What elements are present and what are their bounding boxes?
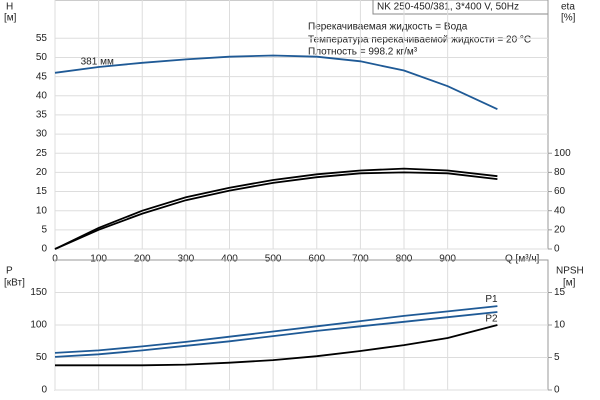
x-tick-label: 100 [90, 254, 107, 265]
annotation: Температура перекачиваемой жидкости = 20… [308, 35, 531, 46]
y-tick-label: 25 [36, 148, 48, 159]
x-tick-label: 0 [52, 254, 58, 265]
x-tick-label: 500 [265, 254, 282, 265]
y-tick-label: 50 [36, 352, 48, 363]
y-label: P [6, 266, 13, 277]
y-tick-label: 150 [30, 287, 47, 298]
x-tick-label: 400 [221, 254, 238, 265]
y-tick-label: 10 [36, 205, 48, 216]
y2-label: [%] [561, 13, 576, 24]
series-label: P1 [485, 294, 498, 305]
y2-tick-label: 10 [554, 320, 566, 331]
y2-tick-label: 80 [554, 167, 566, 178]
series-line [54, 305, 498, 354]
y2-label: eta [561, 2, 575, 13]
y-tick-label: 55 [36, 33, 48, 44]
y-tick-label: 35 [36, 110, 48, 121]
y-tick-label: 0 [41, 385, 47, 396]
y2-tick-label: 40 [554, 205, 566, 216]
y2-label: [м] [563, 278, 576, 289]
y-label: [м] [4, 13, 17, 24]
series-line [55, 324, 498, 367]
series-line [54, 54, 498, 111]
y-label: [кВт] [4, 278, 25, 289]
series-line [54, 311, 498, 358]
y2-tick-label: 0 [554, 385, 560, 396]
y-tick-label: 50 [36, 52, 48, 63]
y-tick-label: 20 [36, 167, 48, 178]
series-line [54, 171, 498, 250]
x-label: Q [м³/ч] [505, 254, 540, 265]
y2-tick-label: 100 [554, 148, 571, 159]
y-tick-label: 5 [41, 224, 47, 235]
y2-tick-label: 60 [554, 186, 566, 197]
curve-label: 381 мм [81, 57, 114, 68]
y-label: H [6, 2, 13, 13]
series-label: P2 [485, 314, 498, 325]
y-tick-label: 30 [36, 129, 48, 140]
x-tick-label: 700 [352, 254, 369, 265]
x-tick-label: 200 [134, 254, 151, 265]
y2-tick-label: 0 [554, 244, 560, 255]
y2-tick-label: 15 [554, 287, 566, 298]
annotation: Перекачиваемая жидкость = Вода [308, 22, 468, 33]
x-tick-label: 600 [308, 254, 325, 265]
y2-label: NPSH [556, 266, 584, 277]
y2-tick-label: 20 [554, 224, 566, 235]
y-tick-label: 40 [36, 90, 48, 101]
y-tick-label: 45 [36, 71, 48, 82]
x-tick-label: 300 [178, 254, 195, 265]
y2-tick-label: 5 [554, 352, 560, 363]
y-tick-label: 0 [41, 244, 47, 255]
y-tick-label: 15 [36, 186, 48, 197]
x-tick-label: 900 [439, 254, 456, 265]
series-line [54, 167, 498, 250]
y-tick-label: 100 [30, 320, 47, 331]
x-tick-label: 800 [396, 254, 413, 265]
annotation: Плотность = 998.2 кг/м³ [308, 47, 418, 58]
